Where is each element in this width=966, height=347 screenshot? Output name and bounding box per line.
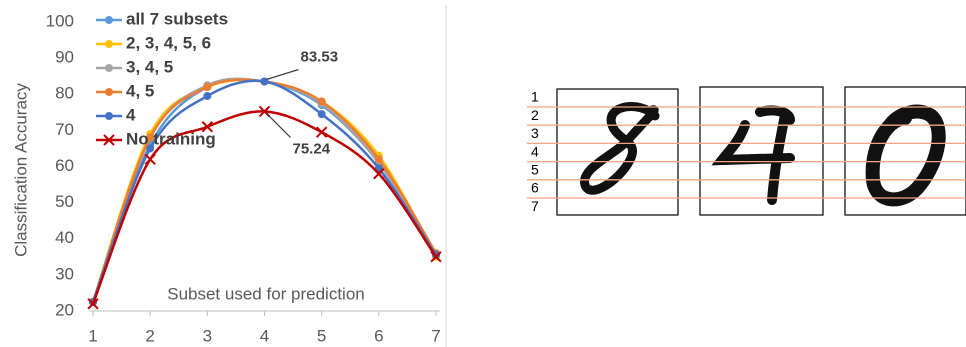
marker — [145, 154, 155, 164]
marker — [105, 88, 113, 96]
digit-box — [700, 87, 823, 215]
legend-label: 2, 3, 4, 5, 6 — [126, 33, 211, 52]
x-tick-label: 5 — [317, 326, 326, 345]
y-axis-title: Classification Accuracy — [11, 83, 30, 257]
marker — [375, 155, 383, 163]
x-tick-label: 4 — [260, 326, 269, 345]
row-label: 1 — [531, 89, 539, 105]
legend-label: 3, 4, 5 — [126, 57, 173, 76]
y-tick-label: 90 — [55, 48, 74, 67]
legend-label: No training — [126, 129, 216, 148]
digit-panel: 1 2 3 4 5 6 7 — [527, 87, 966, 215]
marker — [105, 64, 113, 72]
annotation-leader — [267, 69, 299, 79]
marker — [203, 92, 211, 100]
y-tick-label: 100 — [46, 11, 74, 30]
series-line — [93, 80, 436, 302]
y-tick-label: 30 — [55, 264, 74, 283]
row-label: 5 — [531, 162, 539, 178]
figure: Classification Accuracy Subset used for … — [0, 0, 966, 347]
x-tick-label: 1 — [88, 326, 97, 345]
marker — [105, 40, 113, 48]
row-label: 7 — [531, 198, 539, 214]
x-axis-title: Subset used for prediction — [167, 284, 365, 303]
annotation-label: 83.53 — [301, 48, 339, 65]
marker — [105, 16, 113, 24]
x-tick-label: 7 — [431, 326, 440, 345]
y-tick-label: 70 — [55, 120, 74, 139]
x-tick-label: 6 — [374, 326, 383, 345]
marker — [318, 97, 326, 105]
annotation-label: 75.24 — [293, 140, 331, 157]
marker — [105, 112, 113, 120]
series-line — [93, 81, 436, 302]
marker — [317, 127, 327, 137]
row-label: 3 — [531, 125, 539, 141]
marker — [203, 83, 211, 91]
row-label: 4 — [531, 143, 539, 159]
row-label: 6 — [531, 180, 539, 196]
y-tick-label: 40 — [55, 228, 74, 247]
row-label: 2 — [531, 107, 539, 123]
marker — [318, 110, 326, 118]
legend-label: 4 — [126, 105, 136, 124]
x-tick-label: 3 — [203, 326, 212, 345]
y-tick-label: 80 — [55, 84, 74, 103]
y-tick-label: 60 — [55, 156, 74, 175]
y-tick-label: 20 — [55, 300, 74, 319]
legend-label: all 7 subsets — [126, 9, 228, 28]
x-tick-label: 2 — [145, 326, 154, 345]
legend-label: 4, 5 — [126, 81, 154, 100]
series-line — [93, 80, 436, 302]
y-tick-label: 50 — [55, 192, 74, 211]
